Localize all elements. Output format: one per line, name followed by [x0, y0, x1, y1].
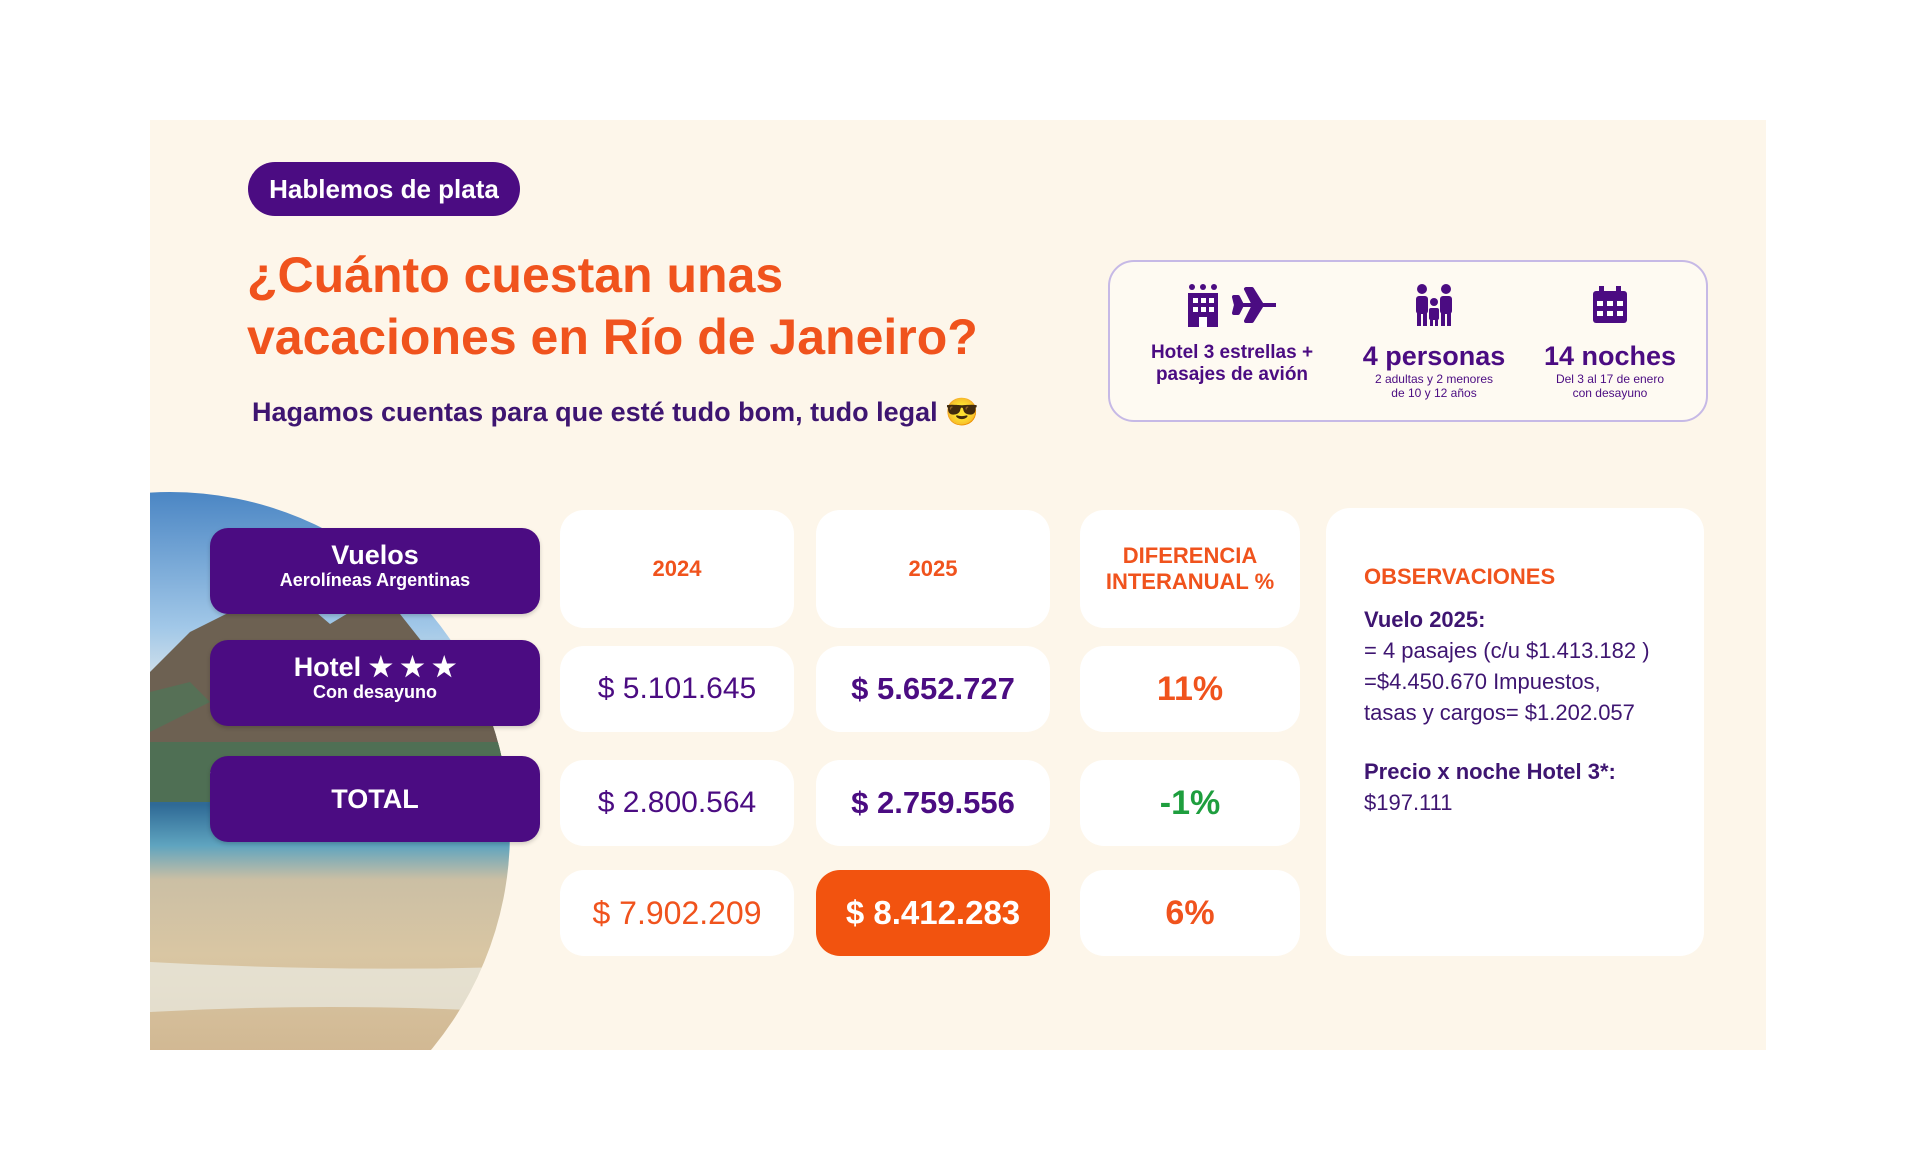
total-diff: 6%: [1080, 870, 1300, 956]
airplane-icon: [1232, 285, 1278, 330]
page-title: ¿Cuánto cuestan unas vacaciones en Río d…: [247, 247, 978, 365]
vuelos-2025: $ 5.652.727: [816, 646, 1050, 732]
info-people: 4 personas 2 adultas y 2 menores de 10 y…: [1348, 280, 1520, 400]
hotel-icon: [1186, 283, 1220, 332]
tag-pill: Hablemos de plata: [248, 162, 520, 216]
info-hotel-flights: Hotel 3 estrellas + pasajes de avión: [1132, 280, 1332, 386]
hotel-flights-line2: pasajes de avión: [1155, 364, 1309, 385]
row-label-total-title: TOTAL: [331, 784, 419, 814]
row-label-hotel: Hotel ★ ★ ★ Con desayuno: [210, 640, 540, 726]
row-label-vuelos-title: Vuelos: [331, 540, 419, 570]
hotel-2024: $ 2.800.564: [560, 760, 794, 846]
total-2024: $ 7.902.209: [560, 870, 794, 956]
header-diferencia: DIFERENCIA INTERANUAL %: [1080, 510, 1300, 628]
hotel-price-value: $197.111: [1364, 790, 1453, 815]
vuelos-2024: $ 5.101.645: [560, 646, 794, 732]
row-label-total: TOTAL: [210, 756, 540, 842]
vuelo-title: Vuelo 2025:: [1364, 607, 1486, 632]
trip-info-box: Hotel 3 estrellas + pasajes de avión 4 p…: [1108, 260, 1708, 422]
hotel-flights-line1: Hotel 3 estrellas +: [1150, 342, 1314, 363]
row-label-vuelos: Vuelos Aerolíneas Argentinas: [210, 528, 540, 614]
header-2025: 2025: [816, 510, 1050, 628]
vuelo-line-1: = 4 pasajes (c/u $1.413.182 ): [1364, 638, 1650, 663]
observaciones-hotel: Precio x noche Hotel 3*: $197.111: [1364, 756, 1694, 818]
infographic-card: Hablemos de plata ¿Cuánto cuestan unas v…: [150, 120, 1766, 1050]
observaciones-panel: OBSERVACIONES Vuelo 2025: = 4 pasajes (c…: [1326, 508, 1704, 956]
hotel-price-title: Precio x noche Hotel 3*:: [1364, 759, 1616, 784]
vuelo-line-2: =$4.450.670 Impuestos,: [1364, 669, 1601, 694]
vuelo-line-3: tasas y cargos= $1.202.057: [1364, 700, 1635, 725]
calendar-icon: [1591, 285, 1629, 330]
vuelos-diff: 11%: [1080, 646, 1300, 732]
row-label-hotel-title: Hotel ★ ★ ★: [293, 652, 457, 682]
people-detail-2: de 10 y 12 años: [1391, 386, 1477, 400]
page-subtitle: Hagamos cuentas para que esté tudo bom, …: [252, 397, 979, 427]
hotel-diff: -1%: [1080, 760, 1300, 846]
header-2024: 2024: [560, 510, 794, 628]
family-icon: [1412, 283, 1456, 332]
people-count: 4 personas: [1362, 341, 1506, 371]
observaciones-vuelo: Vuelo 2025: = 4 pasajes (c/u $1.413.182 …: [1364, 604, 1694, 728]
total-2025: $ 8.412.283: [816, 870, 1050, 956]
people-detail-1: 2 adultas y 2 menores: [1374, 372, 1494, 386]
row-label-hotel-sub: Con desayuno: [312, 682, 437, 702]
nights-count: 14 noches: [1543, 341, 1677, 371]
row-label-vuelos-sub: Aerolíneas Argentinas: [279, 570, 471, 590]
observaciones-heading: OBSERVACIONES: [1364, 564, 1556, 589]
info-nights: 14 noches Del 3 al 17 de enero con desay…: [1528, 280, 1692, 400]
hotel-2025: $ 2.759.556: [816, 760, 1050, 846]
nights-detail-2: con desayuno: [1572, 386, 1648, 400]
nights-detail-1: Del 3 al 17 de enero: [1555, 372, 1665, 386]
